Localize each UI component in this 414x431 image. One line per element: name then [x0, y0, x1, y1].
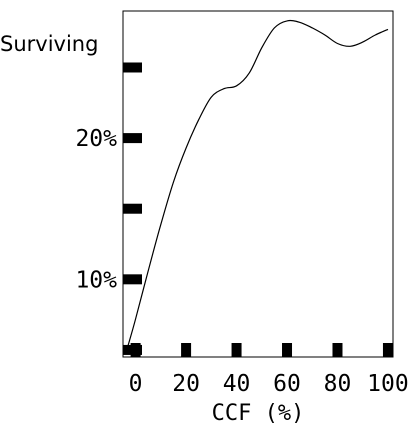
x-tick-mark — [332, 343, 343, 357]
series-line — [127, 19, 389, 346]
x-tick-label: 20 — [172, 371, 200, 397]
x-axis-ticks: 0 20 40 60 80 100 — [129, 343, 409, 397]
x-tick-label: 60 — [273, 371, 301, 397]
x-tick-label: 40 — [223, 371, 251, 397]
x-tick-mark — [282, 343, 293, 357]
y-axis-ticks: 10% 20% — [75, 62, 142, 355]
x-tick-label: 0 — [129, 371, 143, 397]
x-tick-mark — [181, 343, 192, 357]
y-tick-mark — [123, 203, 142, 214]
plot-frame — [122, 10, 394, 358]
x-tick-label: 80 — [324, 371, 352, 397]
x-tick-mark — [382, 343, 393, 357]
x-tick-mark — [130, 343, 141, 357]
x-tick-label: 100 — [367, 371, 409, 397]
y-axis-label: Surviving — [0, 32, 98, 56]
y-tick-label: 20% — [75, 126, 117, 152]
y-tick-mark — [123, 274, 142, 285]
x-axis-label: CCF (%) — [212, 401, 305, 426]
y-tick-label: 10% — [75, 267, 117, 293]
x-tick-mark — [231, 343, 242, 357]
y-tick-mark — [123, 133, 142, 144]
y-tick-mark — [123, 62, 142, 73]
